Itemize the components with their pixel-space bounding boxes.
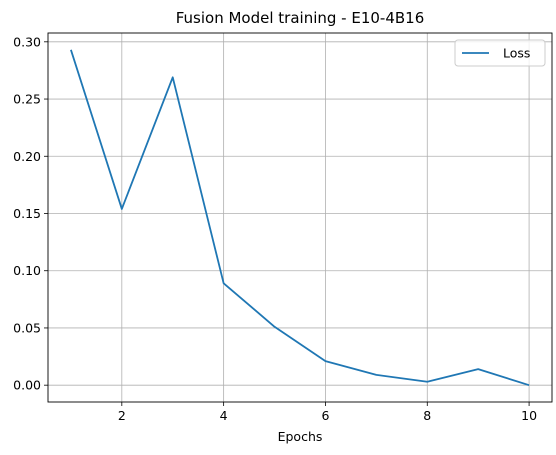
plot-frame (47, 32, 553, 403)
y-tick-label: 0.05 (13, 320, 41, 335)
x-tick-label: 2 (118, 408, 126, 423)
y-tick-label: 0.25 (13, 92, 41, 107)
y-tick-label: 0.00 (13, 378, 41, 393)
x-tick-label: 8 (423, 408, 431, 423)
x-tick-label: 10 (521, 408, 537, 423)
y-tick-label: 0.15 (13, 206, 41, 221)
y-tick-label: 0.30 (13, 34, 41, 49)
gridlines (48, 33, 552, 402)
axis-ticks: 2 4 6 8 10 0.00 0.05 0.10 0.15 0.20 0.25 0.30 (13, 34, 537, 423)
y-tick-label: 0.10 (13, 263, 41, 278)
x-tick-label: 6 (321, 408, 329, 423)
x-tick-label: 4 (220, 408, 228, 423)
legend-label-loss: Loss (503, 46, 530, 61)
y-tick-label: 0.20 (13, 149, 41, 164)
legend: Loss (454, 39, 546, 67)
series-line-loss (70, 49, 530, 387)
chart-title: Fusion Model training - E10-4B16 (176, 9, 425, 27)
x-axis-label: Epochs (278, 429, 323, 444)
series-lines (70, 49, 530, 387)
legend-box (454, 39, 546, 67)
